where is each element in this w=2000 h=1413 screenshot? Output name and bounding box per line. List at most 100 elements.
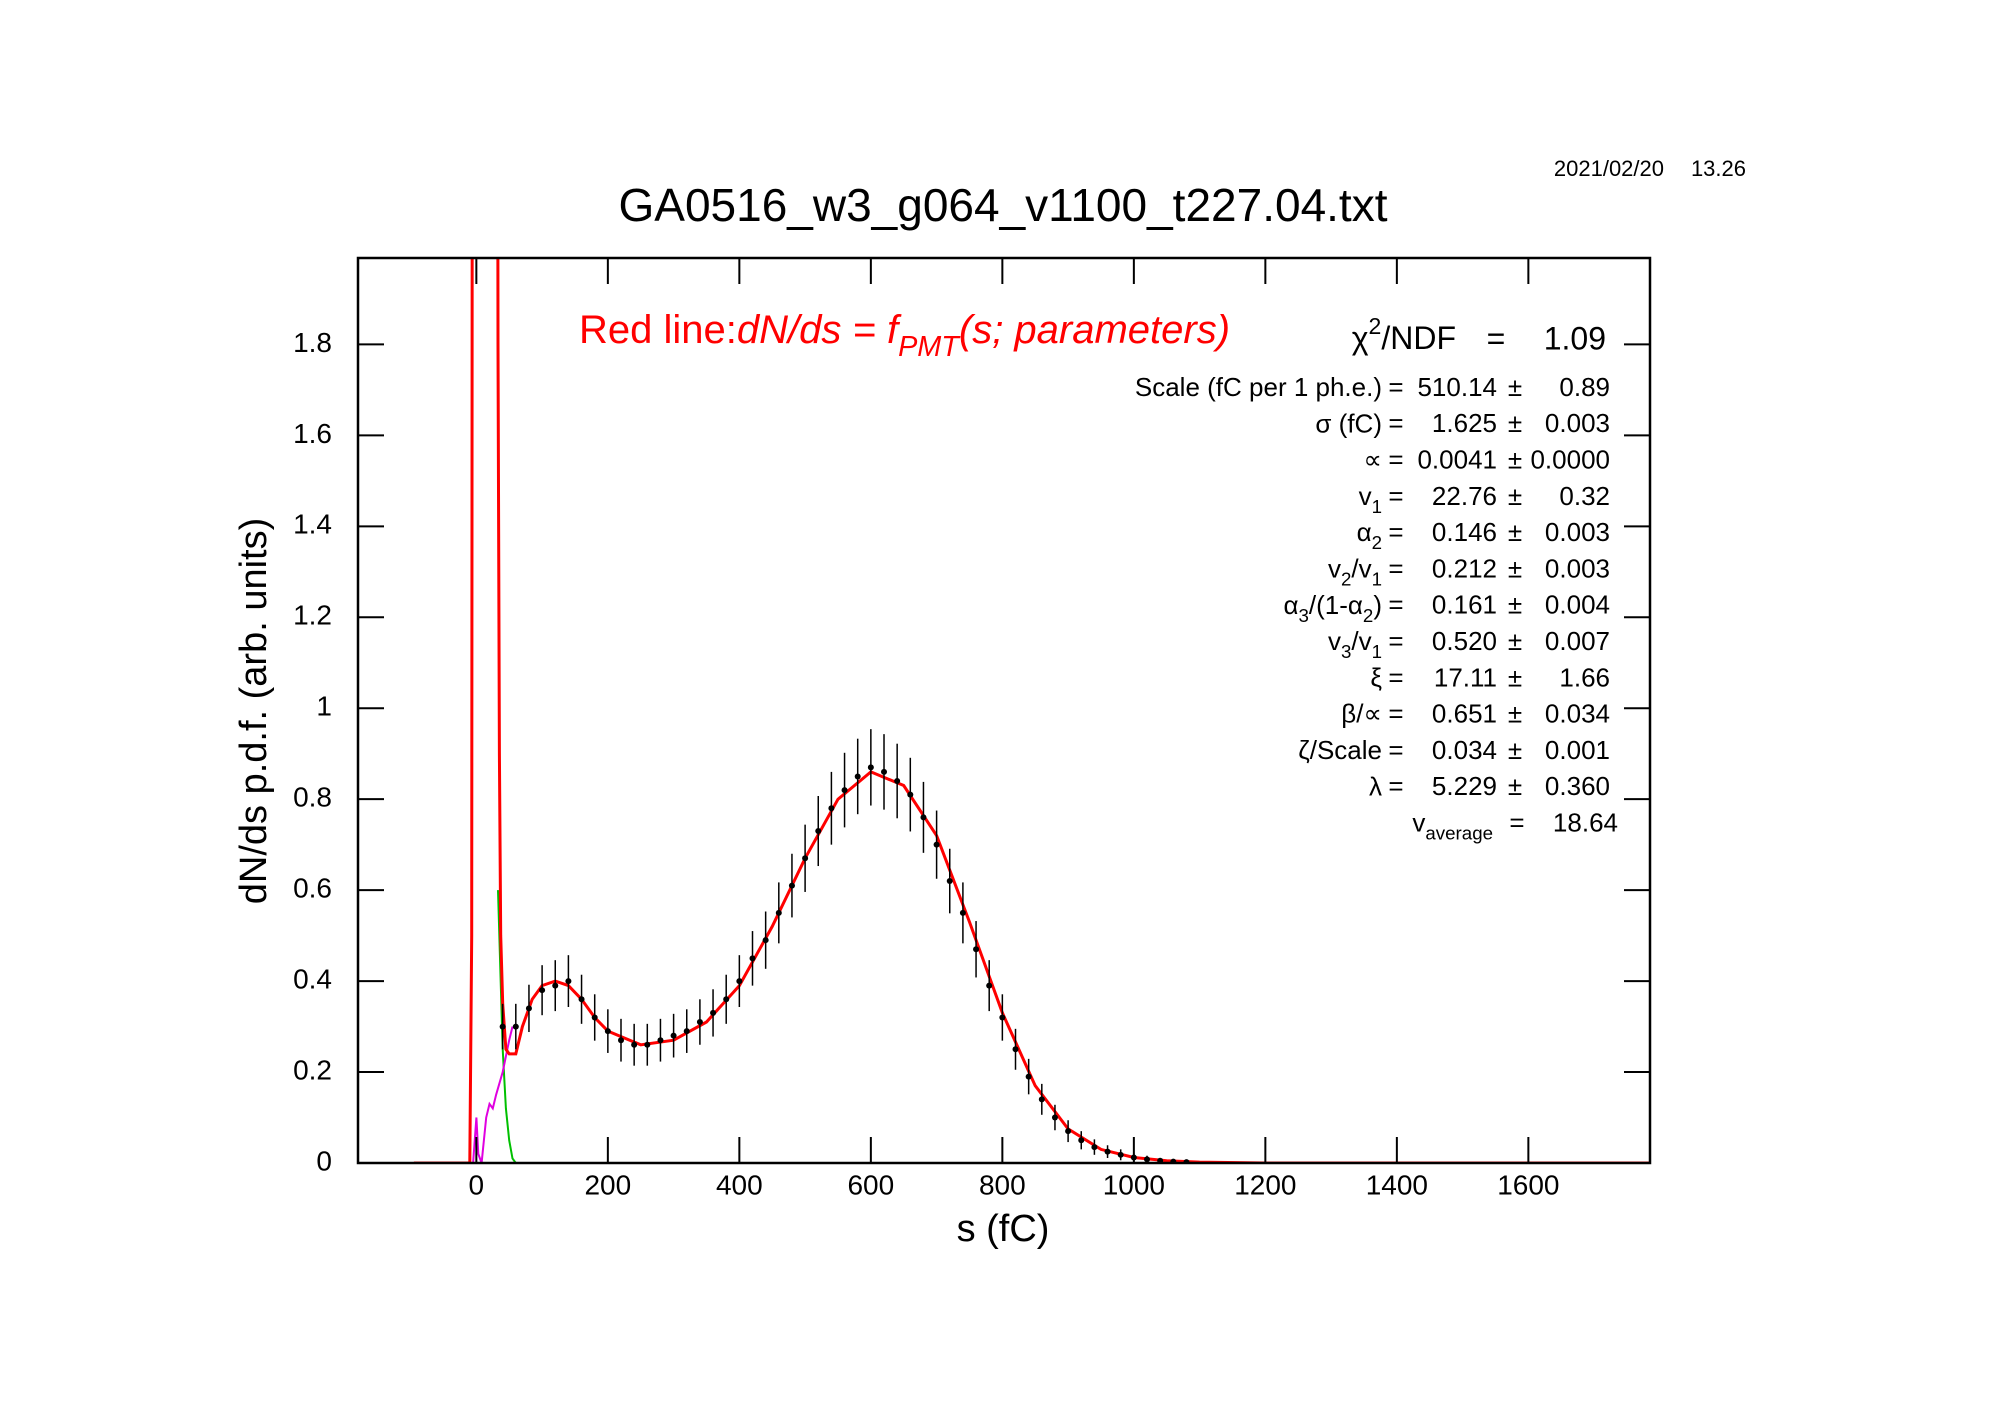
param-label-part: v: [1328, 626, 1341, 656]
data-point: [762, 937, 769, 944]
param-error: 0.003: [1545, 408, 1610, 438]
chi2-value: 1.09: [1544, 320, 1606, 356]
plus-minus: ±: [1508, 662, 1522, 692]
y-tick-label: 0: [316, 1145, 332, 1176]
param-label-part: 2: [1363, 605, 1373, 626]
fit-curve: [413, 258, 1650, 1163]
data-point: [631, 1041, 638, 1048]
data-point: [946, 878, 953, 885]
plus-minus: ±: [1508, 408, 1522, 438]
param-label-part: 2: [1341, 569, 1351, 590]
param-label-part: α: [1283, 590, 1298, 620]
data-point: [867, 764, 874, 771]
data-point: [723, 996, 730, 1003]
param-label: v1: [1359, 481, 1382, 518]
param-value: 0.0041: [1417, 444, 1497, 474]
param-value: 22.76: [1432, 481, 1497, 511]
param-label-part: 1: [1372, 569, 1382, 590]
data-point: [894, 777, 901, 784]
param-label: v3/v1: [1328, 626, 1382, 663]
param-value: 0.161: [1432, 590, 1497, 620]
y-tick-label: 0.8: [293, 782, 332, 813]
plot-area: [413, 258, 1650, 1163]
data-point: [578, 996, 585, 1003]
data-point: [525, 1005, 532, 1012]
data-point: [881, 768, 888, 775]
fit-legend-part: PMT: [898, 331, 961, 363]
y-tick-label: 0.2: [293, 1054, 332, 1085]
param-value: 17.11: [1434, 662, 1497, 692]
data-point: [920, 814, 927, 821]
param-error: 0.32: [1559, 481, 1610, 511]
param-error: 0.007: [1545, 626, 1610, 656]
param-label: α2: [1357, 517, 1382, 554]
x-axis-title: s (fC): [957, 1208, 1050, 1250]
plus-minus: ±: [1508, 699, 1522, 729]
data-point: [683, 1028, 690, 1035]
data-point: [1051, 1114, 1058, 1121]
data-point: [1012, 1046, 1019, 1053]
param-label: v2/v1: [1328, 553, 1382, 590]
data-point: [1144, 1156, 1151, 1163]
plus-minus: ±: [1508, 590, 1522, 620]
param-value: 0.520: [1432, 626, 1497, 656]
data-point: [499, 1023, 506, 1030]
equals: =: [1388, 626, 1403, 656]
param-label-part: ): [1373, 590, 1382, 620]
date: 2021/02/20: [1554, 156, 1664, 181]
equals: =: [1388, 408, 1403, 438]
param-label-part: β/∝: [1341, 699, 1382, 729]
plus-minus: ±: [1508, 771, 1522, 801]
chi2-label-part: 2: [1369, 313, 1382, 339]
fit-legend-part: (s; parameters): [959, 308, 1230, 352]
data-point: [1091, 1144, 1098, 1151]
param-label: λ: [1369, 771, 1382, 801]
average-label: vaverage: [1412, 807, 1493, 844]
param-value: 0.146: [1432, 517, 1497, 547]
param-value: 0.034: [1432, 735, 1497, 765]
data-point: [815, 828, 822, 835]
param-label: ∝: [1363, 444, 1382, 474]
param-label-part: /v: [1351, 626, 1371, 656]
param-label: α3/(1-α2): [1283, 590, 1382, 627]
data-point: [973, 946, 980, 953]
y-tick-label: 1: [316, 691, 332, 722]
data-point: [1078, 1137, 1085, 1144]
plus-minus: ±: [1508, 553, 1522, 583]
data-point: [1104, 1148, 1111, 1155]
param-value: 0.651: [1432, 699, 1497, 729]
data-point: [841, 787, 848, 794]
equals: =: [1487, 320, 1506, 356]
equals: =: [1388, 481, 1403, 511]
x-tick-label: 1400: [1366, 1169, 1428, 1200]
equals: =: [1388, 771, 1403, 801]
data-point: [854, 773, 861, 780]
param-label-part: α: [1357, 517, 1372, 547]
data-point: [604, 1028, 611, 1035]
data-point: [788, 882, 795, 889]
data-point: [1065, 1128, 1072, 1135]
data-point: [657, 1037, 664, 1044]
plus-minus: ±: [1508, 444, 1522, 474]
param-label-part: /(1-α: [1309, 590, 1363, 620]
equals: =: [1509, 807, 1524, 837]
data-point: [907, 791, 914, 798]
data-point: [539, 987, 546, 994]
equals: =: [1388, 735, 1403, 765]
param-label-part: 2: [1372, 533, 1382, 554]
param-label: ξ: [1370, 662, 1382, 692]
chi2-label: χ2/NDF: [1352, 313, 1456, 356]
data-point: [999, 1014, 1006, 1021]
plus-minus: ±: [1508, 372, 1522, 402]
data-point: [749, 955, 756, 962]
data-point: [670, 1032, 677, 1039]
param-label-part: σ (fC): [1315, 408, 1382, 438]
x-tick-label: 200: [584, 1169, 631, 1200]
y-axis-title: dN/ds p.d.f. (arb. units): [233, 518, 275, 905]
param-error: 0.004: [1545, 590, 1610, 620]
x-tick-label: 1000: [1103, 1169, 1165, 1200]
fit-legend-part: dN/ds = f: [737, 308, 902, 352]
data-point: [802, 855, 809, 862]
